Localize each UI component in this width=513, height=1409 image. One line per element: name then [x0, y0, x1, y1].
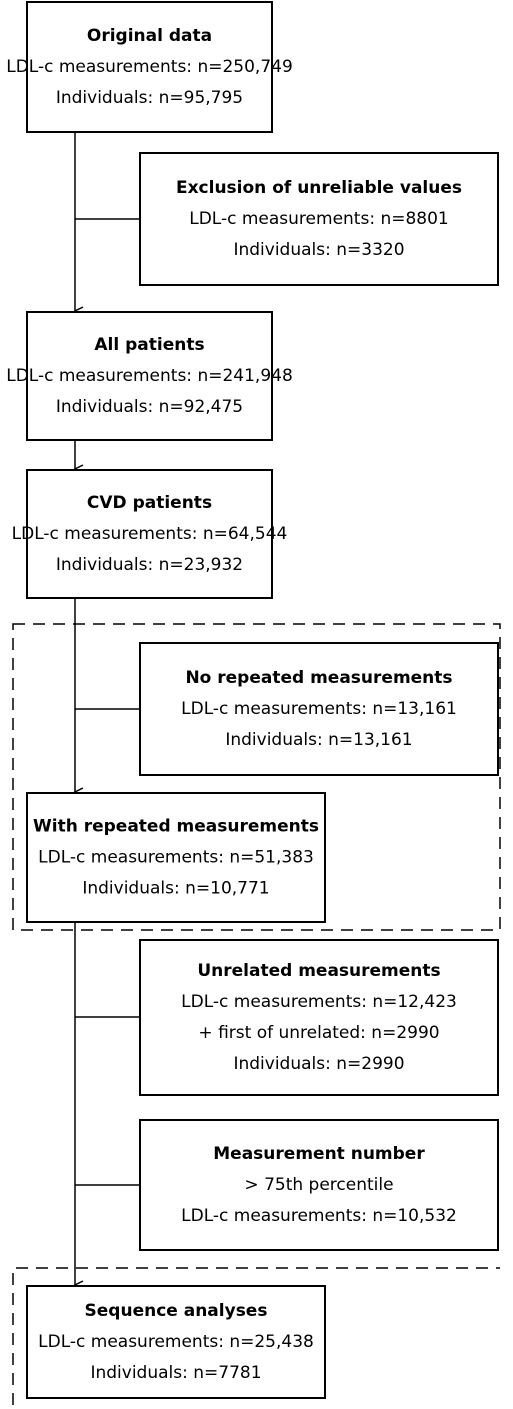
node-title: CVD patients — [87, 493, 212, 513]
node-box — [26, 1285, 326, 1399]
node-title: No repeated measurements — [185, 668, 452, 688]
node-line: + first of unrelated: n=2990 — [198, 1023, 439, 1043]
node-line: LDL-c measurements: n=10,532 — [181, 1206, 457, 1226]
node-line: Individuals: n=7781 — [90, 1363, 261, 1383]
node-line: Individuals: n=95,795 — [56, 88, 243, 108]
node-line: LDL-c measurements: n=25,438 — [38, 1332, 314, 1352]
node-line: LDL-c measurements: n=250,749 — [6, 57, 293, 77]
node-line: Individuals: n=3320 — [233, 240, 404, 260]
node-title: Measurement number — [213, 1144, 425, 1164]
node-box — [139, 152, 499, 286]
node-box — [139, 642, 499, 776]
dashed-group — [12, 1267, 500, 1405]
node-title: With repeated measurements — [33, 817, 319, 837]
node-title: Sequence analyses — [85, 1301, 268, 1321]
node-box — [139, 939, 499, 1096]
node-box — [26, 311, 273, 441]
node-title: All patients — [94, 335, 204, 355]
node-box — [26, 1, 273, 133]
node-box — [26, 469, 273, 599]
node-line: LDL-c measurements: n=13,161 — [181, 699, 457, 719]
node-box — [26, 792, 326, 923]
node-line: LDL-c measurements: n=64,544 — [12, 524, 288, 544]
node-line: Individuals: n=23,932 — [56, 555, 243, 575]
node-line: Individuals: n=92,475 — [56, 397, 243, 417]
node-line: LDL-c measurements: n=12,423 — [181, 992, 457, 1012]
node-line: LDL-c measurements: n=51,383 — [38, 848, 314, 868]
node-title: Original data — [87, 26, 212, 46]
node-title: Exclusion of unreliable values — [176, 178, 462, 198]
node-line: LDL-c measurements: n=8801 — [189, 209, 449, 229]
node-line: LDL-c measurements: n=241,948 — [6, 366, 293, 386]
node-line: Individuals: n=13,161 — [225, 730, 412, 750]
node-title: Unrelated measurements — [197, 961, 440, 981]
node-line: Individuals: n=2990 — [233, 1054, 404, 1074]
node-line: Individuals: n=10,771 — [82, 879, 269, 899]
node-line: > 75th percentile — [244, 1175, 393, 1195]
dashed-group — [12, 623, 501, 931]
node-box — [139, 1119, 499, 1251]
